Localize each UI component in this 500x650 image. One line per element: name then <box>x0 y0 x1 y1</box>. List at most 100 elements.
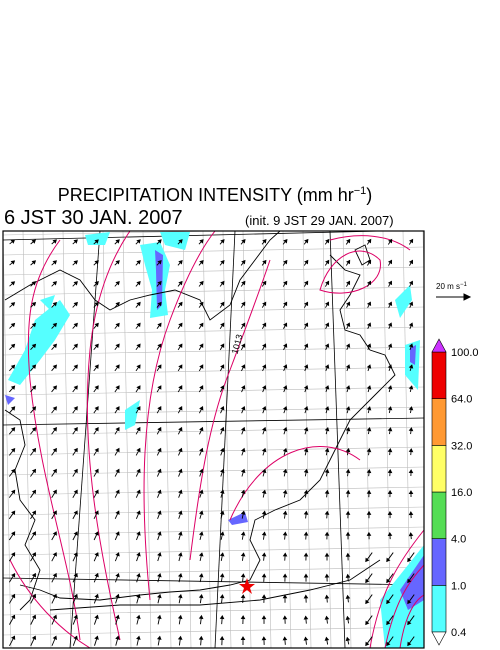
wind-arrow-head <box>345 447 351 453</box>
wind-arrow-head <box>115 364 120 369</box>
wind-arrow-head <box>241 322 246 328</box>
wind-arrow-head <box>324 385 330 390</box>
parallel <box>3 577 424 586</box>
wind-arrow-head <box>115 343 120 349</box>
grid-line <box>222 231 232 648</box>
wind-arrow-head <box>94 301 99 307</box>
wind-arrow-head <box>282 468 288 474</box>
wind-arrow-head <box>11 531 16 536</box>
wind-arrow-head <box>31 364 37 370</box>
precip-area <box>395 285 412 318</box>
wind-arrow-head <box>366 364 372 369</box>
wind-arrow-head <box>408 511 414 516</box>
wind-arrow-head <box>115 280 120 286</box>
wind-arrow-head <box>136 301 141 307</box>
wind-arrow-head <box>31 510 36 515</box>
wind-arrow-head <box>220 322 225 328</box>
wind-arrow-head <box>115 406 120 411</box>
wind-arrow-head <box>198 531 204 536</box>
colorbar-over <box>431 338 447 353</box>
wind-arrow-head <box>94 281 99 286</box>
wind-arrow-head <box>115 489 120 495</box>
coastlines <box>4 231 396 611</box>
wind-arrow-head <box>365 620 370 626</box>
wind-arrow-head <box>282 594 288 599</box>
map-background <box>3 231 424 648</box>
colorbar-segment <box>431 585 447 633</box>
wind-arrow-head <box>73 364 78 369</box>
wind-arrow-head <box>345 385 351 390</box>
wind-arrow-head <box>408 427 414 432</box>
wind-arrow-head <box>324 468 330 474</box>
grid-line <box>182 231 192 648</box>
wind-arrow-head <box>261 510 267 515</box>
colorbar-segment <box>431 491 447 539</box>
wind-arrow-head <box>282 385 288 390</box>
wind-arrow-head <box>346 280 351 286</box>
isobar <box>143 231 216 601</box>
wind-arrow-head <box>261 573 267 578</box>
wind-arrow-head <box>262 259 267 265</box>
grid-line <box>3 526 424 536</box>
wind-arrow-head <box>10 322 16 328</box>
wind-arrow-head <box>387 343 393 348</box>
wind-arrow-head <box>240 426 246 432</box>
wind-arrow-head <box>366 427 372 432</box>
wind-arrow-head <box>219 489 225 494</box>
wind-arrow-head <box>387 322 393 327</box>
colorbar: 0.4 1.0 4.0 16.0 32.0 64.0 100.0 <box>431 338 479 646</box>
grid-line <box>3 506 424 516</box>
wind-arrow-head <box>304 322 309 327</box>
wind-arrow-head <box>52 489 57 495</box>
wind-arrow-head <box>366 468 372 474</box>
wind-arrow-head <box>386 620 391 626</box>
isobar <box>384 564 424 648</box>
vector-reference-text: 20 m s <box>436 282 460 291</box>
precip-area <box>40 295 55 310</box>
wind-arrow-head <box>261 426 267 432</box>
wind-arrow-head <box>365 578 370 584</box>
meridian <box>329 231 346 648</box>
wind-arrow-head <box>324 573 330 578</box>
wind-arrow-head <box>199 489 204 494</box>
wind-arrow-head <box>199 259 204 265</box>
wind-arrow-head <box>115 260 120 265</box>
wind-arrow-head <box>157 426 162 432</box>
wind-arrow-head <box>219 552 225 557</box>
wind-arrow-head <box>408 301 414 306</box>
wind-arrow-head <box>366 447 372 453</box>
wind-arrow-head <box>283 280 288 286</box>
wind-arrow-head <box>325 238 330 244</box>
grid-line <box>3 606 424 616</box>
wind-arrow-head <box>94 468 99 474</box>
wind-arrow-head <box>94 364 99 369</box>
wind-arrow-head <box>31 281 37 286</box>
wind-arrow-head <box>73 301 78 307</box>
location-star <box>239 578 255 594</box>
colorbar-under <box>431 631 447 646</box>
wind-arrow-head <box>345 594 351 599</box>
grid-line <box>3 466 424 476</box>
wind-arrow-head <box>346 259 351 265</box>
wind-arrow-head <box>136 531 141 536</box>
wind-arrow-head <box>345 427 351 432</box>
grid-line <box>202 231 212 648</box>
wind-arrow-head <box>10 468 16 474</box>
wind-arrow-head <box>241 385 246 390</box>
wind-arrow-head <box>157 531 162 536</box>
wind-arrow-head <box>115 322 120 328</box>
coastline <box>49 559 381 611</box>
wind-arrow-head <box>94 510 99 515</box>
precip-area <box>410 345 416 365</box>
wind-vectors <box>8 238 415 647</box>
colorbar-label: 100.0 <box>451 347 479 359</box>
wind-arrow-head <box>240 552 246 557</box>
grid-line <box>302 231 312 648</box>
colorbar-label: 64.0 <box>451 394 472 406</box>
wind-arrow-head <box>52 427 57 432</box>
wind-arrow-head <box>408 280 414 286</box>
wind-arrow-head <box>408 490 414 494</box>
wind-arrow-head <box>94 593 99 599</box>
grid-line <box>3 566 424 576</box>
wind-arrow-head <box>94 531 99 536</box>
